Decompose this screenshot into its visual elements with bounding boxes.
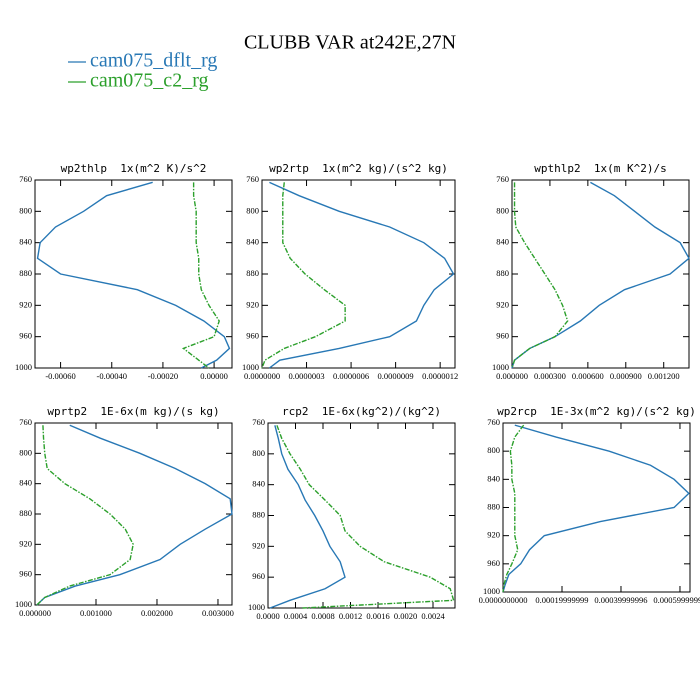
x-tick-label: -0.00020 — [148, 371, 178, 381]
panel-title: wp2rtp 1x(m^2 kg)/(s^2 kg) — [269, 162, 448, 175]
x-tick-label: 0.00000 — [200, 371, 228, 381]
x-tick-label: 0.003000 — [202, 608, 234, 618]
profile-line — [181, 182, 220, 369]
profile-line — [269, 425, 346, 609]
y-tick-label: 1000 — [242, 362, 259, 372]
y-tick-label: 920 — [19, 299, 32, 309]
profile-line — [511, 181, 690, 369]
y-tick-label: 800 — [19, 205, 32, 215]
panel-title: wprtp2 1E-6x(m kg)/(s kg) — [47, 405, 219, 418]
y-tick-label: 920 — [252, 540, 265, 550]
y-tick-label: 960 — [19, 569, 32, 579]
y-tick-label: 800 — [246, 205, 259, 215]
y-tick-label: 840 — [19, 478, 32, 488]
x-tick-label: 0.0008 — [311, 611, 334, 621]
x-tick-label: 0.000600 — [572, 371, 604, 381]
y-tick-label: 800 — [487, 445, 500, 455]
y-tick-label: 880 — [496, 268, 509, 278]
x-tick-label: 0.0012 — [339, 611, 362, 621]
x-tick-label: 0.0020 — [394, 611, 417, 621]
x-tick-label: 0.00059999997 — [653, 595, 700, 605]
x-tick-label: 0.0004 — [284, 611, 308, 621]
profile-line — [36, 424, 233, 606]
y-tick-label: 760 — [496, 174, 509, 184]
y-tick-label: 1000 — [248, 602, 265, 612]
y-tick-label: 760 — [19, 417, 32, 427]
profile-line — [268, 181, 455, 369]
profile-line — [36, 425, 134, 606]
profile-line — [36, 181, 231, 369]
y-tick-label: 960 — [252, 571, 265, 581]
y-tick-label: 880 — [246, 268, 259, 278]
profile-line — [261, 182, 346, 369]
panel-title: rcp2 1E-6x(kg^2)/(kg^2) — [282, 405, 441, 418]
legend-label: cam075_c2_rg — [90, 70, 209, 92]
x-tick-label: -0.00060 — [45, 371, 75, 381]
x-tick-label: -0.00040 — [97, 371, 127, 381]
y-tick-label: 920 — [487, 530, 500, 540]
x-tick-label: 0.000300 — [534, 371, 566, 381]
x-tick-label: 0.0000012 — [422, 371, 458, 381]
y-tick-label: 960 — [487, 558, 500, 568]
y-tick-label: 840 — [246, 237, 259, 247]
y-tick-label: 920 — [246, 299, 259, 309]
panel-title: wp2thlp 1x(m^2 K)/s^2 — [61, 162, 207, 175]
y-tick-label: 1000 — [492, 362, 509, 372]
x-tick-label: 0.0000009 — [378, 371, 414, 381]
profile-line — [511, 182, 569, 369]
x-tick-label: 0.0000000000 — [479, 595, 528, 605]
y-tick-label: 960 — [19, 331, 32, 341]
y-tick-label: 960 — [496, 331, 509, 341]
x-tick-label: 0.000000 — [19, 608, 51, 618]
y-tick-label: 800 — [19, 447, 32, 457]
figure-title: CLUBB VAR at242E,27N — [244, 32, 456, 54]
x-tick-label: 0.000900 — [610, 371, 642, 381]
x-tick-label: 0.00019999999 — [535, 595, 588, 605]
y-tick-label: 840 — [252, 479, 265, 489]
y-tick-label: 760 — [19, 174, 32, 184]
x-tick-label: 0.001000 — [80, 608, 112, 618]
y-tick-label: 840 — [487, 473, 500, 483]
y-tick-label: 1000 — [483, 586, 500, 596]
y-tick-label: 760 — [252, 417, 265, 427]
y-tick-label: 1000 — [15, 362, 32, 372]
y-tick-label: 760 — [246, 174, 259, 184]
profile-line — [502, 424, 690, 593]
x-tick-label: 0.002000 — [141, 608, 173, 618]
x-tick-label: 0.0000006 — [333, 371, 369, 381]
panel-title: wp2rcp 1E-3x(m^2 kg)/(s^2 kg) — [497, 405, 696, 418]
profile-line — [502, 424, 525, 593]
y-tick-label: 800 — [252, 448, 265, 458]
x-tick-label: 0.0000000 — [244, 371, 280, 381]
y-tick-label: 760 — [487, 417, 500, 427]
panel-title: wpthlp2 1x(m K^2)/s — [534, 162, 666, 175]
y-tick-label: 880 — [19, 508, 32, 518]
legend-label: cam075_dflt_rg — [90, 50, 217, 72]
y-tick-label: 840 — [496, 237, 509, 247]
y-tick-label: 880 — [487, 501, 500, 511]
y-tick-label: 960 — [246, 331, 259, 341]
y-tick-label: 800 — [496, 205, 509, 215]
y-tick-label: 880 — [252, 509, 265, 519]
x-tick-label: 0.0016 — [366, 611, 389, 621]
x-tick-label: 0.0024 — [421, 611, 445, 621]
y-tick-label: 1000 — [15, 599, 32, 609]
y-tick-label: 920 — [19, 538, 32, 548]
x-tick-label: 0.001200 — [648, 371, 680, 381]
x-tick-label: 0.0000 — [256, 611, 279, 621]
x-tick-label: 0.0000003 — [288, 371, 324, 381]
y-tick-label: 840 — [19, 237, 32, 247]
x-tick-label: 0.00039999996 — [594, 595, 647, 605]
y-tick-label: 920 — [496, 299, 509, 309]
x-tick-label: 0.000000 — [496, 371, 528, 381]
y-tick-label: 880 — [19, 268, 32, 278]
